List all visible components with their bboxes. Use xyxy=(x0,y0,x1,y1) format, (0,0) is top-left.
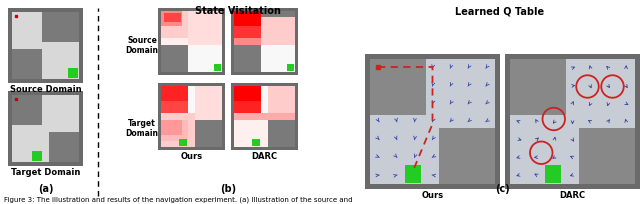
Bar xyxy=(195,120,222,147)
Text: Source Domain: Source Domain xyxy=(10,85,81,94)
Bar xyxy=(179,139,187,146)
Bar xyxy=(161,38,222,44)
Bar xyxy=(42,12,79,42)
Text: (c): (c) xyxy=(495,184,510,194)
Bar xyxy=(214,64,221,71)
Text: (a): (a) xyxy=(38,184,53,194)
Text: Ours: Ours xyxy=(180,152,203,161)
Bar xyxy=(365,54,500,189)
Bar xyxy=(234,120,268,147)
Bar xyxy=(234,86,295,147)
Text: (b): (b) xyxy=(220,184,236,194)
Bar xyxy=(439,128,495,184)
Bar xyxy=(231,8,298,75)
Bar xyxy=(12,95,79,162)
Bar xyxy=(8,8,83,83)
Bar xyxy=(370,59,426,115)
Bar xyxy=(510,59,635,184)
Bar xyxy=(161,86,188,113)
Bar xyxy=(161,11,188,38)
Bar xyxy=(161,44,188,72)
Bar xyxy=(405,165,421,183)
Bar xyxy=(262,11,295,38)
Bar xyxy=(252,139,260,146)
Bar xyxy=(161,11,222,72)
Bar xyxy=(231,83,298,150)
Bar xyxy=(164,13,181,22)
Text: Ours: Ours xyxy=(421,191,444,200)
Bar xyxy=(268,86,295,120)
Bar xyxy=(161,11,182,26)
Bar xyxy=(12,12,79,79)
Bar xyxy=(195,86,222,120)
Bar xyxy=(268,120,295,147)
Bar xyxy=(12,49,42,79)
Bar xyxy=(234,11,262,26)
Bar xyxy=(234,86,262,113)
Bar xyxy=(32,151,42,161)
Bar xyxy=(161,120,195,147)
Bar xyxy=(234,38,262,44)
Text: DARC: DARC xyxy=(252,152,278,161)
Bar xyxy=(505,54,640,189)
Bar xyxy=(68,68,78,78)
Text: Learned Q Table: Learned Q Table xyxy=(456,6,545,16)
Bar xyxy=(161,120,188,141)
Bar xyxy=(234,11,262,38)
Bar xyxy=(234,86,262,113)
Bar xyxy=(161,86,188,101)
Bar xyxy=(49,132,79,162)
Bar xyxy=(262,17,295,44)
Bar xyxy=(161,113,195,120)
Text: DARC: DARC xyxy=(559,191,586,200)
Text: Figure 3: The illustration and results of the navigation experiment. (a) Illustr: Figure 3: The illustration and results o… xyxy=(4,196,353,203)
Bar xyxy=(234,86,262,101)
Bar xyxy=(188,11,222,38)
Bar xyxy=(158,8,225,75)
Text: State Visitation: State Visitation xyxy=(195,6,281,16)
Bar xyxy=(234,38,295,44)
Text: Target
Domain: Target Domain xyxy=(125,119,159,138)
Bar xyxy=(579,128,635,184)
Bar xyxy=(161,120,182,135)
Bar xyxy=(234,11,295,72)
Bar xyxy=(8,91,83,166)
Bar xyxy=(161,86,188,113)
Bar xyxy=(188,11,222,44)
Bar xyxy=(234,113,295,120)
Bar xyxy=(158,83,225,150)
Bar xyxy=(12,95,42,125)
Bar xyxy=(161,113,222,120)
Bar xyxy=(510,59,566,115)
Bar xyxy=(545,165,561,183)
Bar xyxy=(161,86,222,147)
Text: Source
Domain: Source Domain xyxy=(125,36,159,55)
Bar xyxy=(370,59,495,184)
Bar xyxy=(234,44,262,72)
Text: Target Domain: Target Domain xyxy=(11,168,80,177)
Bar xyxy=(287,64,294,71)
